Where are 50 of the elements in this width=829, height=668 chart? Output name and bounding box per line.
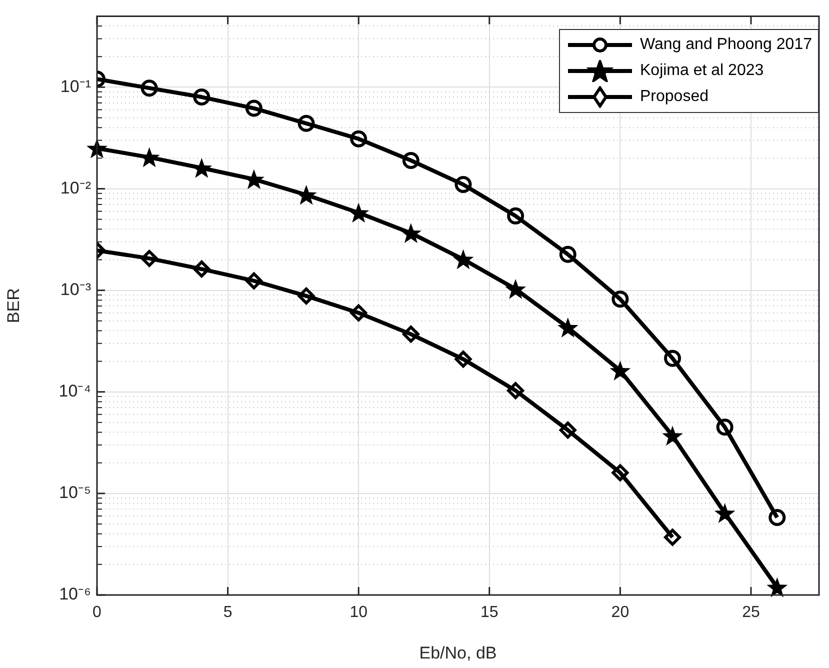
point [400,223,422,243]
point [507,207,524,224]
point [298,114,315,132]
x-tick-label: 5 [223,604,232,622]
x-tick-label: 10 [350,604,368,622]
legend-label: Kojima et al 2023 [640,62,764,80]
x-tick-label: 0 [92,604,102,622]
point [298,287,315,304]
legend-label: Proposed [640,88,708,106]
y-tick-label: 10⁻⁵ [59,483,91,502]
point [507,382,524,400]
y-tick-label: 10⁻³ [60,280,92,299]
point [348,202,370,223]
point [140,250,158,267]
point [505,279,526,299]
point [664,350,682,367]
point [766,577,788,598]
x-tick-label: 25 [742,604,760,622]
point [193,88,210,106]
x-tick-label: 15 [480,604,498,622]
point [664,528,682,546]
point [768,508,786,526]
point [350,304,368,322]
y-tick-label: 10⁻⁶ [59,584,91,604]
point [662,426,683,446]
point [193,260,210,278]
point [245,272,262,290]
x-tick-label: 20 [611,604,630,622]
point [612,290,629,308]
point [402,326,420,343]
point [557,318,578,338]
y-tick-label: 10⁻¹ [60,76,92,96]
y-tick-label: 10⁻² [60,178,92,198]
x-axis-title: Eb/No, dB [419,643,497,662]
y-tick-label: 10⁻⁴ [58,382,91,401]
y-axis-title: BER [4,288,23,324]
point [454,350,472,368]
point [716,418,734,436]
point [454,176,472,194]
point [402,152,420,169]
point [452,249,474,270]
point [612,464,629,482]
point [559,422,576,439]
point [350,130,368,148]
point [714,503,736,524]
point [610,360,631,380]
legend-label: Wang and Phoong 2017 [640,36,812,54]
point [245,100,262,117]
point [140,80,158,97]
point [559,246,576,263]
